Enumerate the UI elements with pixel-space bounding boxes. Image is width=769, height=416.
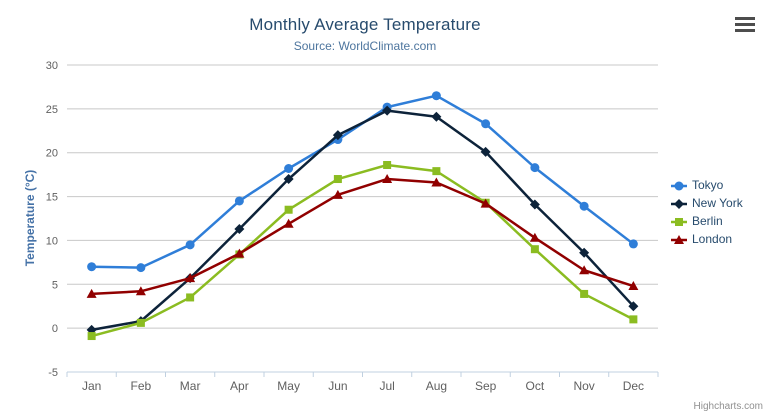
highcharts-credit[interactable]: Highcharts.com	[693, 401, 763, 412]
legend-item-london[interactable]: London	[671, 230, 743, 248]
hamburger-menu-icon	[735, 17, 755, 20]
x-tick-label: Dec	[623, 379, 644, 393]
legend-label: New York	[692, 196, 743, 210]
legend-label: London	[692, 232, 733, 246]
y-tick-label: 15	[46, 192, 58, 204]
x-tick-label: Jul	[379, 379, 394, 393]
x-tick-label: Aug	[426, 379, 447, 393]
series-london[interactable]	[86, 174, 639, 298]
new-york-series-icon	[671, 197, 687, 209]
legend-item-berlin[interactable]: Berlin	[671, 212, 743, 230]
legend-item-new-york[interactable]: New York	[671, 194, 743, 212]
legend: Tokyo New York Berlin London	[671, 176, 743, 248]
y-axis-title: Temperature (°C)	[23, 169, 37, 267]
y-tick-label: -5	[48, 367, 58, 379]
y-tick-label: 20	[46, 148, 58, 160]
x-tick-label: May	[277, 379, 300, 393]
x-tick-label: Sep	[475, 379, 497, 393]
gridlines: -5 0 5 10 15 20 25 30	[46, 60, 658, 379]
x-tick-label: Apr	[230, 379, 249, 393]
legend-item-tokyo[interactable]: Tokyo	[671, 176, 743, 194]
london-series-icon	[671, 233, 687, 245]
x-tick-label: Jan	[82, 379, 101, 393]
berlin-series-icon	[671, 215, 687, 227]
series-tokyo[interactable]	[87, 91, 638, 273]
x-tick-label: Feb	[131, 379, 152, 393]
chart-title: Monthly Average Temperature	[249, 15, 481, 34]
x-axis: Jan Feb Mar Apr May Jun Jul Aug Sep Oct Nov Dec	[66, 371, 659, 393]
chart-subtitle: Source: WorldClimate.com	[293, 39, 437, 53]
series-berlin[interactable]	[87, 160, 638, 341]
export-menu-button[interactable]	[733, 15, 757, 35]
x-tick-label: Nov	[573, 379, 594, 393]
y-tick-label: 0	[52, 323, 58, 335]
y-tick-label: 25	[46, 104, 58, 116]
y-tick-label: 10	[46, 235, 58, 247]
y-tick-label: 5	[52, 279, 58, 291]
legend-label: Berlin	[692, 214, 723, 228]
series-new-york[interactable]	[86, 105, 639, 335]
x-tick-label: Oct	[526, 379, 545, 393]
x-tick-label: Mar	[180, 379, 201, 393]
legend-label: Tokyo	[692, 178, 724, 192]
x-tick-label: Jun	[328, 379, 347, 393]
y-tick-label: 30	[46, 60, 58, 72]
tokyo-series-icon	[671, 179, 687, 191]
